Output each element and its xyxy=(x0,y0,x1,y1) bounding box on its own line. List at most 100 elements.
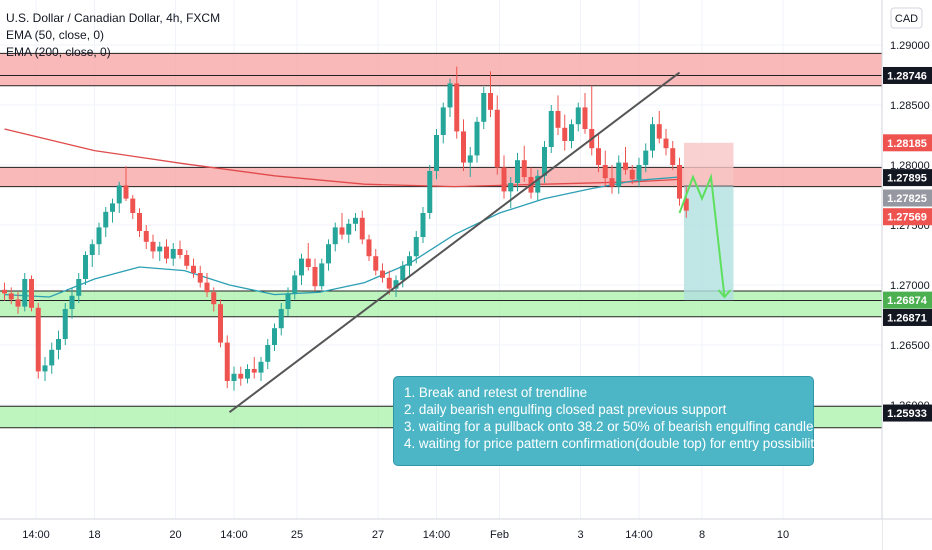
projection-path xyxy=(678,173,726,298)
candle-body xyxy=(339,227,345,235)
time-tick-label: 20 xyxy=(169,529,181,541)
candle-body xyxy=(623,162,628,170)
time-tick-label: 3 xyxy=(577,529,583,541)
candle-body xyxy=(312,267,318,287)
price-tag-dark xyxy=(883,169,932,187)
time-tick-label: 14:00 xyxy=(22,529,50,541)
candle-body xyxy=(29,279,34,308)
trendline-layer xyxy=(228,71,681,413)
candle-body xyxy=(62,309,68,339)
time-tick-label: 10 xyxy=(777,529,789,541)
candle-body xyxy=(150,241,156,252)
candle-body xyxy=(292,275,298,294)
symbol-title[interactable]: U.S. Dollar / Canadian Dollar, 4h, FXCM xyxy=(6,11,221,25)
candle-body xyxy=(56,339,61,350)
candle-body xyxy=(116,185,122,204)
time-tick-label: 25 xyxy=(291,529,303,541)
candlestick-series xyxy=(2,66,689,391)
candle-body xyxy=(143,231,149,242)
time-tick-label: 14:00 xyxy=(625,529,653,541)
candle-body xyxy=(332,227,338,245)
price-tag-label: 1.26871 xyxy=(887,312,927,324)
price-tick-label: 1.28500 xyxy=(890,100,930,112)
candle-body xyxy=(231,373,237,381)
candle-body xyxy=(49,349,55,366)
candle-body xyxy=(366,239,372,257)
candle-body xyxy=(535,175,541,193)
candle-body xyxy=(393,280,399,289)
candle-body xyxy=(650,124,655,151)
candle-body xyxy=(420,213,426,237)
candle-body xyxy=(346,223,352,235)
price-tag-dark xyxy=(883,404,932,422)
trade-setup-box xyxy=(684,142,734,301)
take-profit-zone xyxy=(684,186,734,301)
candle-body xyxy=(386,277,392,289)
time-tick-label: 27 xyxy=(372,529,384,541)
annotation-callout[interactable]: 1. Break and retest of trendline 2. dail… xyxy=(393,376,821,466)
price-tag-label: 1.28746 xyxy=(887,70,927,82)
candle-body xyxy=(305,258,311,267)
candle-body xyxy=(474,121,480,156)
candle-body xyxy=(42,365,48,372)
candle-body xyxy=(130,198,136,213)
candle-body xyxy=(285,293,291,309)
candle-body xyxy=(8,293,14,300)
candle-body xyxy=(69,295,75,309)
annotation-line: 2. daily bearish engulfing closed past p… xyxy=(404,402,727,417)
candle-body xyxy=(542,147,547,176)
candle-body xyxy=(103,211,109,228)
price-tag-label: 1.27569 xyxy=(887,212,927,224)
candle-body xyxy=(204,282,210,293)
time-axis[interactable]: 14:00 18 20 14:00 25 27 14:00 Feb 3 14:00 8 10 xyxy=(22,529,789,541)
price-tag-red xyxy=(883,134,932,152)
indicator-ema50-label[interactable]: EMA (50, close, 0) xyxy=(6,28,105,42)
price-tag-green xyxy=(883,291,932,309)
candle-body xyxy=(434,135,439,171)
candle-body xyxy=(326,244,331,264)
currency-button-label[interactable]: CAD xyxy=(895,13,918,25)
projection-layer xyxy=(678,173,732,299)
candle-body xyxy=(555,111,561,128)
time-tick-label: Feb xyxy=(490,529,509,541)
candle-body xyxy=(373,256,379,271)
candle-body xyxy=(184,255,190,266)
candle-body xyxy=(501,167,507,192)
time-axis-background xyxy=(0,519,882,550)
candle-body xyxy=(656,124,662,139)
indicator-ema200-label[interactable]: EMA (200, close, 0) xyxy=(6,45,111,59)
candle-body xyxy=(258,361,264,373)
candle-body xyxy=(299,258,304,276)
candle-body xyxy=(177,249,183,255)
candle-body xyxy=(515,160,520,183)
candle-body xyxy=(447,83,453,108)
candle-body xyxy=(413,237,419,257)
candle-body xyxy=(616,162,622,187)
candle-body xyxy=(353,217,358,224)
ema50-line xyxy=(4,176,680,298)
candle-body xyxy=(521,160,527,177)
candle-body xyxy=(245,369,250,379)
candle-body xyxy=(110,203,115,212)
price-tag-dark xyxy=(883,308,932,326)
candle-body xyxy=(670,148,676,165)
candle-body xyxy=(596,148,601,165)
candle-body xyxy=(191,265,196,273)
candle-body xyxy=(83,255,88,279)
currency-button[interactable]: CAD xyxy=(890,7,923,29)
candle-body xyxy=(643,150,649,165)
time-tick-label: 8 xyxy=(699,529,705,541)
candle-body xyxy=(467,155,473,163)
candle-body xyxy=(569,124,574,141)
candle-body xyxy=(461,131,466,163)
candle-body xyxy=(629,169,635,180)
price-tick-label: 1.26500 xyxy=(890,340,930,352)
annotation-line: 1. Break and retest of trendline xyxy=(404,385,588,400)
price-tick-label: 1.28000 xyxy=(890,160,930,172)
candle-body xyxy=(427,171,433,213)
candle-body xyxy=(548,111,554,147)
candle-body xyxy=(400,265,406,281)
currency-button-frame[interactable] xyxy=(890,7,923,29)
candle-body xyxy=(609,178,615,187)
